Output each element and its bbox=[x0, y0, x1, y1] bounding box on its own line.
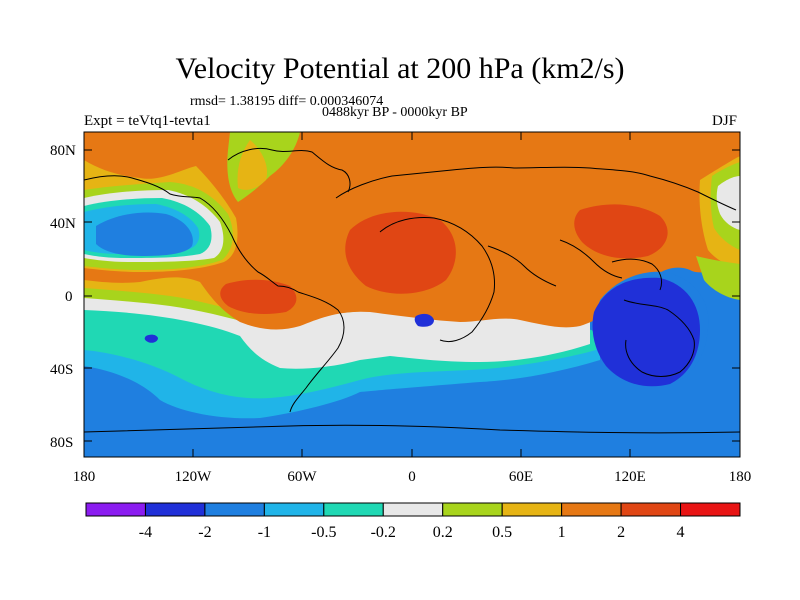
colorbar-swatch bbox=[382, 502, 444, 517]
colorbar-label: -2 bbox=[198, 524, 211, 541]
rmsd-diff-stats: rmsd= 1.38195 diff= 0.000346074 bbox=[190, 94, 384, 109]
colorbar-swatch bbox=[561, 502, 622, 517]
lat-label-80n: 80N bbox=[50, 143, 76, 159]
coastlines bbox=[84, 147, 740, 434]
lon-label-120e: 120E bbox=[614, 469, 646, 485]
lat-label-40n: 40N bbox=[50, 216, 76, 232]
time-period-label: 0488kyr BP - 0000kyr BP bbox=[322, 105, 468, 120]
lon-label-0: 0 bbox=[408, 469, 416, 485]
colorbar-swatch bbox=[204, 502, 265, 517]
colorbar-swatch bbox=[501, 502, 563, 517]
lon-label-180w: 180 bbox=[73, 469, 96, 485]
lat-label-80s: 80S bbox=[50, 435, 73, 451]
colorbar-swatch bbox=[144, 502, 206, 517]
lon-label-60w: 60W bbox=[287, 469, 317, 485]
colorbar-label: 1 bbox=[558, 524, 566, 541]
map-title: Velocity Potential at 200 hPa (km2/s) bbox=[175, 52, 625, 85]
colorbar-swatch bbox=[620, 502, 682, 517]
colorbar-label: -0.2 bbox=[371, 524, 396, 541]
lat-label-40s: 40S bbox=[50, 362, 73, 378]
colorbar-label: -4 bbox=[139, 524, 152, 541]
colorbar-label: -1 bbox=[258, 524, 271, 541]
colorbar: -4 -2 -1 -0.5 -0.2 0.2 0.5 1 2 4 bbox=[85, 502, 741, 541]
colorbar-swatch bbox=[263, 502, 325, 517]
colorbar-swatch bbox=[442, 502, 503, 517]
colorbar-swatch bbox=[323, 502, 384, 517]
colorbar-label: 0.5 bbox=[492, 524, 512, 541]
colorbar-label: 2 bbox=[617, 524, 625, 541]
tick-marks bbox=[83, 132, 741, 457]
colorbar-swatch bbox=[85, 502, 146, 517]
lat-label-0: 0 bbox=[65, 289, 73, 305]
colorbar-label: -0.5 bbox=[311, 524, 336, 541]
colorbar-label: 0.2 bbox=[433, 524, 453, 541]
colorbar-label: 4 bbox=[677, 524, 685, 541]
colorbar-swatch bbox=[680, 502, 741, 517]
velocity-potential-field bbox=[84, 132, 740, 457]
experiment-label: Expt = teVtq1-tevta1 bbox=[84, 113, 211, 129]
lon-label-180e: 180 bbox=[729, 469, 752, 485]
season-label: DJF bbox=[712, 113, 738, 129]
lon-label-60e: 60E bbox=[509, 469, 533, 485]
lon-label-120w: 120W bbox=[175, 469, 213, 485]
